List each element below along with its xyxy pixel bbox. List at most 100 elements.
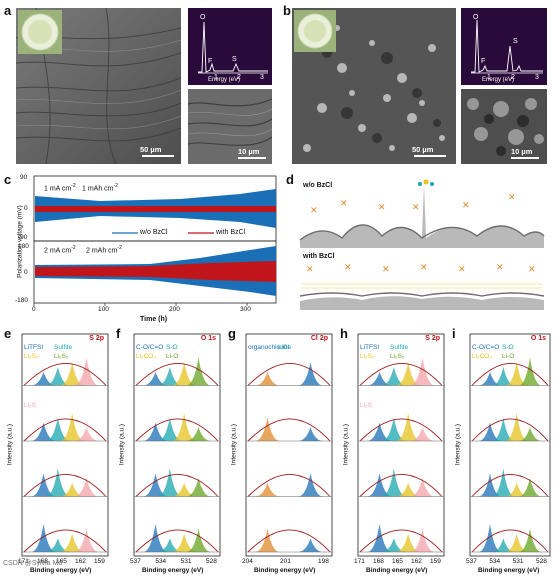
xps-panel-f: f O 1s C-O/C=O S-O Li₂CO₃ Li-O 537 534 531 528 Bin…: [112, 326, 224, 578]
xps-title-f: O 1s: [200, 335, 216, 342]
svg-text:✕: ✕: [344, 262, 352, 272]
sem-image-b-main: 50 µm: [292, 8, 456, 164]
xps-peak-i-2-2: [491, 417, 515, 441]
xps-peak-e-3-2: [45, 468, 71, 497]
xps-plot-e: [21, 333, 109, 557]
xps-species-e-3: Li₂S₂: [24, 353, 39, 360]
panel-c-label: c: [4, 172, 12, 187]
xps-species-i-1: C-O/C=O: [472, 344, 500, 351]
sample-photo-b: [294, 10, 336, 52]
xps-species-i-3: Li₂CO₃: [472, 353, 492, 360]
xps-xlabel-f: Binding energy (eV): [142, 567, 204, 574]
xps-peak-i-3-4: [518, 478, 542, 497]
xps-spectrum-h-3: [358, 468, 444, 497]
c-ytick-bot-0: 0: [24, 269, 28, 276]
xps-species-i-2: S-O: [502, 344, 514, 351]
xps-panel-i: i O 1s C-O/C=O S-O Li₂CO₃ Li-O 537 534 531 528 Bin…: [448, 326, 554, 578]
c-ytick-top-90: 90: [20, 174, 28, 181]
xps-xtick-g-3: 198: [318, 558, 329, 565]
xps-xtick-g-2: 201: [280, 558, 291, 565]
xps-peak-g-2-1: [255, 417, 280, 441]
xps-panel-h: h S 2p LiTFSI Sulfite Li₂S₂ Li₂S₂ Li₂S 171 168 16…: [336, 326, 448, 578]
xps-peak-h-3-2: [381, 468, 407, 497]
xps-peak-h-4-3: [395, 533, 421, 552]
d-bottom-title: with BzCl: [303, 253, 335, 260]
xps-peak-i-2-3: [505, 412, 529, 441]
xps-peak-i-2-4: [518, 427, 542, 441]
xps-frame-f: [133, 333, 221, 557]
xps-peak-f-2-1: [143, 422, 168, 441]
xps-peak-f-4-4: [186, 528, 211, 552]
xps-peak-h-2-3: [395, 412, 421, 441]
xps-peak-e-1-1: [31, 371, 56, 386]
xps-peak-f-2-3: [171, 412, 197, 441]
xps-peak-g-1-1: [255, 371, 280, 386]
c-xlabel: Time (h): [140, 316, 168, 323]
xps-xtick-f-3: 531: [180, 558, 192, 565]
xps-peak-f-2-4: [186, 427, 211, 441]
xps-species-f-3: Li₂CO₃: [136, 353, 156, 360]
xps-species-e-2: Sulfite: [54, 344, 73, 351]
xps-species-e-5: Li₂S: [24, 402, 36, 409]
c-xtick-300: 300: [240, 306, 251, 313]
svg-text:✕: ✕: [462, 200, 470, 210]
xps-peak-h-1-1: [367, 371, 392, 386]
schematic-d: ✕ ✕ ✕ ✕ ✕ ✕ ✕ ✕ ✕ ✕ ✕ ✕ ✕: [299, 179, 545, 310]
xps-species-h-3: Li₂S₂: [360, 353, 375, 360]
xps-spectrum-e-2: [22, 412, 108, 442]
xps-xtick-e-1: 171: [18, 558, 29, 565]
xps-spectrum-g-4: [246, 528, 332, 553]
svg-text:✕: ✕: [382, 264, 390, 274]
xps-plot-g: [245, 333, 333, 557]
xps-peak-e-4-3: [59, 533, 85, 552]
xps-spectrum-h-1: [358, 357, 444, 386]
xps-ylabel-i: Intensity (a.u.): [454, 423, 462, 466]
xps-peak-h-4-4: [410, 528, 435, 552]
sem-texture-a: [16, 8, 181, 164]
xps-envelope-f-1: [135, 362, 219, 386]
panel-i-label: i: [452, 326, 456, 341]
scale-text-b-inset: 10 µm: [511, 147, 533, 156]
panel-a-label: a: [4, 3, 12, 18]
eds-tick-1-a: 1: [214, 74, 218, 81]
xps-peak-h-3-1: [367, 473, 392, 497]
xps-peak-e-3-4: [74, 478, 99, 497]
c-top-current: 1 mA cm-2: [44, 183, 76, 193]
xps-xtick-h-3: 165: [392, 558, 403, 565]
xps-peak-h-3-3: [395, 482, 421, 497]
xps-species-g-1: organochlorine: [248, 344, 292, 351]
xps-envelope-f-3: [135, 473, 219, 497]
xps-peak-f-4-2: [157, 538, 183, 552]
xps-peak-e-3-1: [31, 473, 56, 497]
cycling-chart: [33, 175, 277, 306]
xps-envelope-g-3: [247, 473, 331, 497]
xps-peak-e-2-4: [74, 427, 99, 441]
xps-envelope-f-2: [135, 418, 219, 442]
xps-species-f-4: Li-O: [166, 353, 179, 360]
xps-ylabel-e: Intensity (a.u.): [6, 423, 14, 466]
svg-text:✕: ✕: [378, 202, 386, 212]
eds-xlabel-a: Energy (eV): [208, 77, 241, 83]
xps-peak-e-2-2: [45, 417, 71, 441]
xps-spectrum-e-3: [22, 468, 108, 497]
xps-peak-i-1-2: [491, 367, 515, 386]
xps-peak-i-4-4: [518, 528, 542, 552]
xps-peak-e-1-3: [59, 362, 85, 386]
watermark: CSDN @Sylvia Ma: [3, 560, 63, 567]
xps-peak-f-1-4: [186, 357, 211, 386]
xps-ylabel-f: Intensity (a.u.): [118, 423, 126, 466]
xps-envelope-h-4: [359, 529, 443, 553]
xps-species-e-4: Li₂S₂: [54, 353, 69, 360]
uniform-surface: [300, 296, 544, 310]
xps-envelope-f-4: [135, 529, 219, 553]
panel-f-label: f: [116, 326, 121, 341]
xps-peak-h-1-2: [381, 367, 407, 386]
xps-peak-f-2-2: [157, 417, 183, 441]
xps-peak-i-4-3: [505, 533, 529, 552]
xps-title-g: Cl 2p: [310, 335, 328, 342]
scale-text-a-inset: 10 µm: [238, 147, 260, 156]
c-ylabel: Polarization voltage (mV): [16, 205, 24, 278]
svg-text:✕: ✕: [528, 264, 536, 274]
xps-title-i: O 1s: [530, 335, 546, 342]
xps-xtick-e-5: 159: [94, 558, 105, 565]
